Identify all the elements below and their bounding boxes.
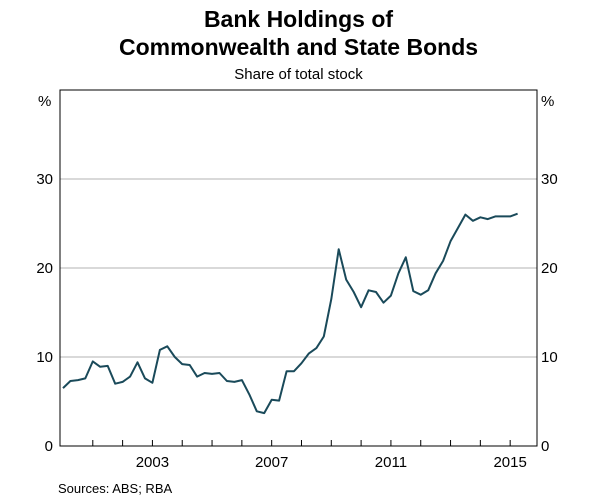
- x-tick-label-2003: 2003: [136, 454, 169, 471]
- plot-frame: [59, 89, 538, 447]
- series-line: [62, 212, 518, 415]
- y-unit-label-right: %: [541, 93, 554, 110]
- y-tick-label-left-30: 30: [36, 171, 53, 188]
- chart-subtitle: Share of total stock: [234, 66, 363, 83]
- y-tick-label-right-0: 0: [541, 438, 549, 455]
- x-axis-ticks: [92, 440, 511, 446]
- y-tick-label-left-10: 10: [36, 349, 53, 366]
- chart-title-line-1: Bank Holdings of: [203, 6, 394, 32]
- source-note: Sources: ABS; RBA: [58, 481, 173, 496]
- y-tick-label-right-20: 20: [541, 260, 558, 277]
- y-tick-label-left-0: 0: [45, 438, 53, 455]
- x-tick-label-2015: 2015: [493, 454, 526, 471]
- gridlines: [60, 178, 537, 358]
- y-tick-label-right-10: 10: [541, 349, 558, 366]
- x-tick-label-2011: 2011: [375, 454, 407, 471]
- axis-labels: 0 0 10 10 20 20 30 30 2003 2007 2011 2015: [36, 171, 557, 471]
- x-tick-label-2007: 2007: [255, 454, 288, 471]
- chart-title-line-2: Commonwealth and State Bonds: [118, 34, 479, 60]
- y-unit-label-left: %: [38, 93, 51, 110]
- y-tick-label-right-30: 30: [541, 171, 558, 188]
- y-tick-label-left-20: 20: [36, 260, 53, 277]
